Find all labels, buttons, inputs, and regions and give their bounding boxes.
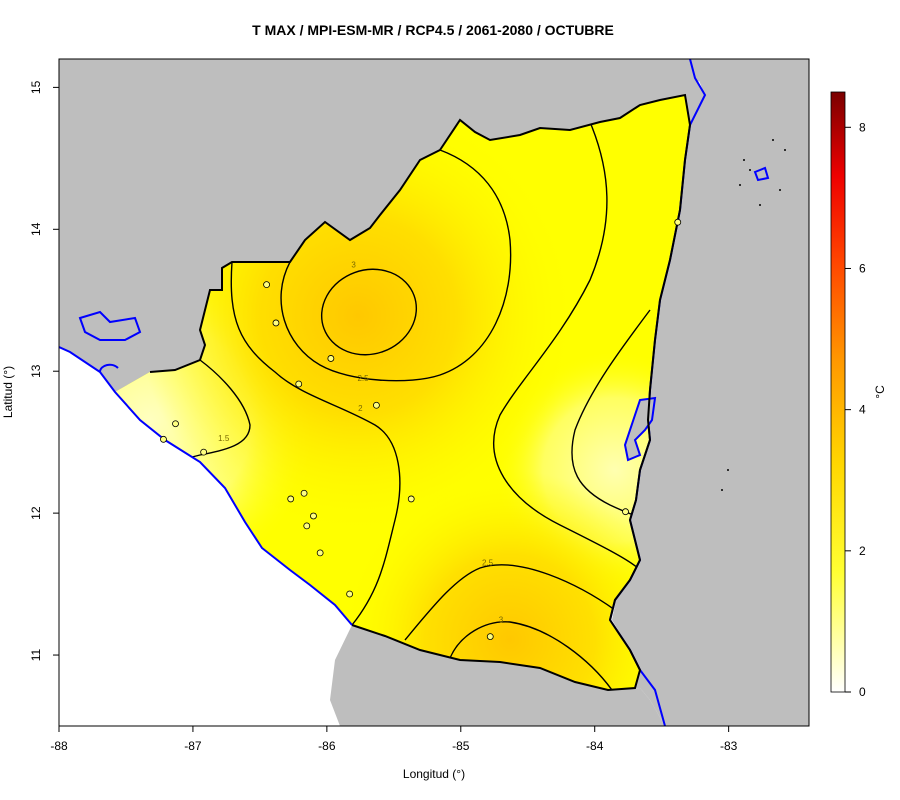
- colorbar-tick-label: 2: [859, 544, 866, 558]
- caribbean-islets: [721, 139, 786, 491]
- contour-label: 1.5: [218, 434, 230, 443]
- x-tick-label: -85: [452, 739, 470, 753]
- nicaragua-north-border: [149, 149, 441, 373]
- station-marker: [160, 435, 167, 443]
- y-tick-label: 13: [29, 364, 43, 378]
- nicaragua-border: [351, 93, 692, 692]
- gulf-of-fonseca: [78, 310, 142, 341]
- station-marker: [272, 319, 280, 327]
- gulf-fonseca-west: [99, 363, 119, 373]
- contour-3-south: [449, 621, 613, 690]
- station-marker: [310, 512, 317, 520]
- colorbar-tick-label: 6: [859, 261, 866, 275]
- station-marker: [346, 590, 354, 598]
- colorbar-tick-label: 4: [859, 403, 866, 417]
- contour-label: 3: [499, 615, 504, 624]
- colorbar-ticks: 0 2 4 6 8: [845, 120, 866, 699]
- y-tick-label: 11: [29, 648, 43, 661]
- station-marker: [295, 380, 303, 388]
- station-marker: [316, 549, 324, 557]
- station-marker: [303, 522, 311, 530]
- station-marker: [172, 420, 179, 428]
- y-tick-label: 15: [29, 80, 43, 94]
- y-tick-label: 14: [29, 222, 43, 236]
- station-marker: [327, 355, 335, 362]
- y-tick-label: 12: [29, 506, 43, 520]
- bay-islands: [753, 166, 770, 182]
- station-marker: [407, 495, 415, 503]
- contour-labels: 3 2.5 2 1.5 2.5 3: [218, 261, 504, 625]
- y-axis-label: Latitud (°): [1, 366, 15, 418]
- pacific-ocean: [59, 347, 665, 726]
- honduras-mosquitia: [460, 59, 700, 140]
- x-tick-label: -86: [318, 739, 336, 753]
- colorbar-tick-label: 8: [859, 120, 866, 134]
- map-plot-area: 3 2.5 2 1.5 2.5 3: [59, 59, 809, 726]
- x-axis: -88 -87 -86 -85 -84 -83: [50, 725, 738, 753]
- caribbean-grey-strip: [612, 59, 809, 726]
- contour-label: 2.5: [482, 559, 494, 568]
- honduras-land: [59, 59, 460, 352]
- x-tick-label: -84: [586, 739, 604, 753]
- contour-lines: [115, 121, 651, 690]
- station-markers: [160, 218, 682, 640]
- contour-2-east: [493, 121, 641, 571]
- y-axis: 11 12 13 14 15: [29, 80, 60, 661]
- map-title: T MAX / MPI-ESM-MR / RCP4.5 / 2061-2080 …: [252, 22, 614, 38]
- station-marker: [486, 633, 494, 640]
- station-marker: [622, 508, 629, 516]
- x-tick-label: -83: [720, 739, 738, 753]
- station-marker: [287, 495, 295, 503]
- station-marker: [300, 489, 308, 497]
- costa-rica-land: [330, 625, 665, 726]
- contour-3-north: [320, 268, 418, 356]
- station-marker: [674, 218, 682, 226]
- pacific-coastline: [59, 346, 353, 626]
- colorbar-unit: °C: [873, 385, 887, 399]
- x-tick-label: -87: [184, 739, 202, 753]
- colorbar-tick-label: 0: [859, 685, 866, 699]
- contour-label: 2: [358, 404, 363, 413]
- contour-2-north: [230, 261, 401, 626]
- x-axis-label: Longitud (°): [403, 767, 465, 781]
- contour-2-5-north: [280, 149, 512, 382]
- station-marker: [373, 401, 380, 409]
- x-tick-label: -88: [50, 739, 68, 753]
- colorbar: 0 2 4 6 8 °C: [830, 91, 887, 699]
- contour-label: 3: [351, 261, 356, 270]
- contour-label: 2.5: [357, 374, 369, 383]
- station-marker: [263, 281, 270, 289]
- colorbar-gradient: [830, 91, 846, 693]
- coastlines: [59, 59, 770, 726]
- station-marker: [200, 448, 208, 456]
